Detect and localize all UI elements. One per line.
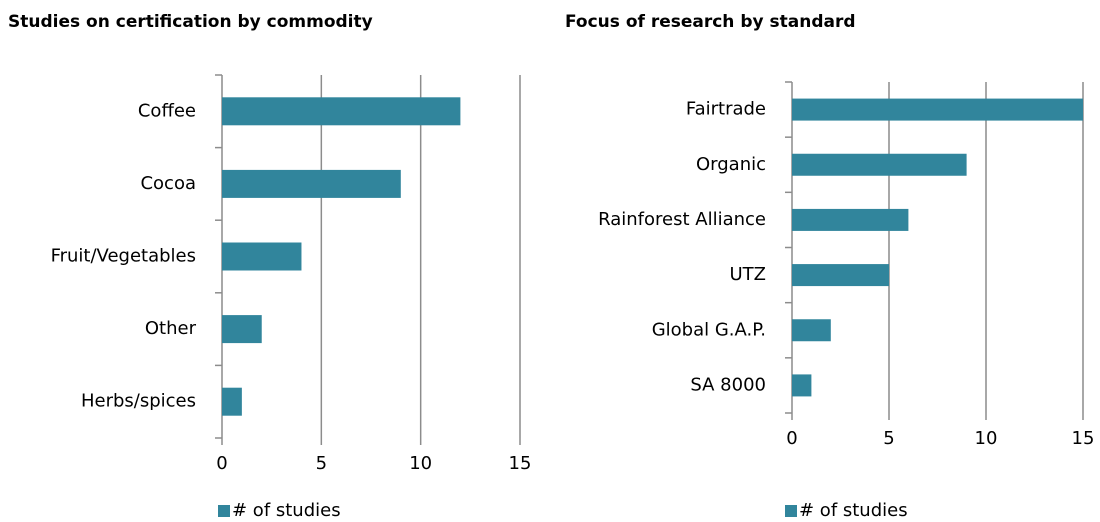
x-tick-label: 15	[1072, 428, 1095, 449]
y-tick-label: Coffee	[138, 100, 196, 121]
y-tick-label: Global G.A.P.	[652, 319, 766, 340]
y-tick-label: Rainforest Alliance	[598, 209, 766, 230]
y-tick-label: UTZ	[729, 264, 766, 285]
y-tick-label: Fairtrade	[686, 99, 766, 120]
x-tick-label: 10	[409, 453, 432, 474]
bar	[222, 97, 461, 126]
x-tick-label: 5	[316, 453, 327, 474]
bar	[792, 374, 812, 397]
bar	[222, 169, 401, 198]
bar	[792, 319, 831, 342]
bar	[792, 264, 889, 287]
bar	[792, 98, 1083, 121]
bar	[222, 315, 262, 344]
chart-title: Studies on certification by commodity	[8, 12, 373, 32]
x-tick-label: 15	[509, 453, 532, 474]
y-tick-label: Other	[145, 318, 197, 339]
bar	[792, 153, 967, 176]
legend-swatch	[218, 505, 230, 517]
x-tick-label: 5	[883, 428, 894, 449]
bar	[222, 387, 242, 416]
y-tick-label: Organic	[696, 154, 766, 175]
chart-title: Focus of research by standard	[565, 12, 856, 32]
x-tick-label: 0	[786, 428, 797, 449]
y-tick-label: Cocoa	[140, 173, 196, 194]
y-tick-label: Fruit/Vegetables	[51, 246, 196, 267]
legend-label: # of studies	[232, 500, 341, 521]
bar	[792, 208, 909, 231]
y-tick-label: SA 8000	[690, 374, 766, 395]
legend-swatch	[785, 505, 797, 517]
y-tick-label: Herbs/spices	[81, 391, 196, 412]
bar	[222, 242, 302, 271]
legend-label: # of studies	[799, 500, 908, 521]
x-tick-label: 10	[975, 428, 998, 449]
x-tick-label: 0	[216, 453, 227, 474]
